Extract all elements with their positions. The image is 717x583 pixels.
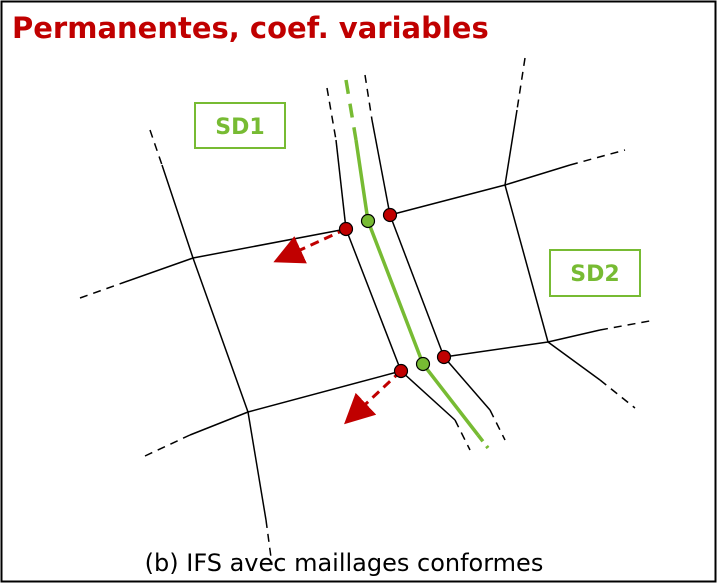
- shape: [189, 411, 249, 436]
- shape: [273, 227, 347, 264]
- sd2-label: SD2: [570, 262, 619, 287]
- shape: [516, 57, 526, 111]
- shape: [247, 411, 267, 521]
- shape: [476, 433, 490, 450]
- shape: [599, 379, 636, 409]
- sd1-box: [194, 102, 286, 149]
- shape: [124, 257, 194, 283]
- shape: [393, 363, 409, 379]
- shape: [247, 370, 402, 413]
- shape: [161, 164, 194, 259]
- nodes: [338, 207, 452, 379]
- shape: [335, 139, 347, 230]
- shape: [344, 369, 403, 425]
- shape: [338, 221, 354, 237]
- shape: [489, 409, 506, 441]
- shape: [547, 341, 601, 381]
- shape: [326, 87, 337, 141]
- shape: [599, 319, 656, 331]
- shape: [389, 184, 506, 216]
- interface: [344, 79, 490, 450]
- shape: [504, 184, 549, 343]
- shape: [345, 228, 402, 372]
- sd2-box: [549, 249, 641, 297]
- arrows: [273, 227, 403, 425]
- shape: [389, 214, 445, 358]
- shape: [79, 281, 126, 299]
- mesh: [79, 57, 656, 566]
- shape: [192, 228, 347, 259]
- shape: [371, 119, 391, 216]
- sd1-label: SD1: [215, 115, 264, 140]
- shape: [344, 79, 358, 141]
- shape: [443, 341, 549, 358]
- shape: [415, 356, 431, 372]
- shape: [436, 349, 452, 365]
- shape: [454, 419, 471, 451]
- title: Permanentes, coef. variables: [12, 11, 489, 45]
- shape: [149, 129, 163, 166]
- shape: [364, 74, 373, 121]
- shape: [354, 139, 480, 437]
- shape: [504, 164, 571, 186]
- shape: [265, 519, 273, 566]
- shape: [547, 329, 601, 343]
- shape: [569, 149, 626, 166]
- shape: [382, 207, 398, 223]
- shape: [443, 356, 491, 411]
- shape: [360, 213, 376, 229]
- shape: [192, 257, 249, 413]
- caption: (b) IFS avec maillages conformes: [145, 549, 544, 577]
- shape: [504, 109, 518, 186]
- shape: [400, 370, 456, 421]
